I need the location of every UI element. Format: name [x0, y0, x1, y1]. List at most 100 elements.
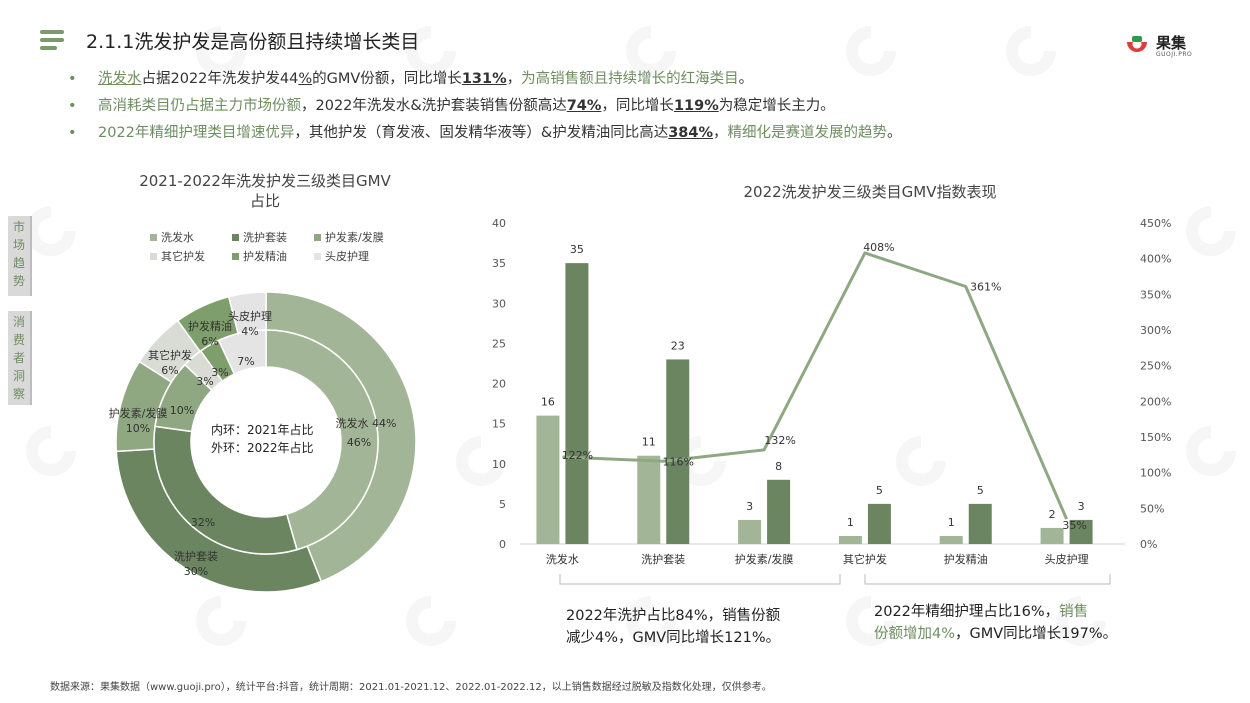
legend-swatch	[232, 234, 239, 241]
callout-left: 2022年洗护占比84%，销售份额 减少4%，GMV同比增长121%。	[566, 605, 780, 649]
legend-item: 其它护发	[150, 248, 205, 264]
bar-series-2	[867, 503, 891, 544]
inner-ring-label: 32%	[191, 516, 215, 529]
bar-data-label: 3	[746, 500, 753, 513]
inner-ring-label: 46%	[347, 436, 371, 449]
line-data-label: 122%	[562, 449, 593, 462]
bar-data-label: 1	[847, 516, 854, 529]
outer-ring-label: 10%	[126, 422, 150, 435]
bullet-dot: •	[68, 125, 77, 141]
bullet-item: • 洗发水占据2022年洗发护发44%的GMV份额，同比增长131%，为高销售额…	[68, 66, 902, 93]
watermark-logo-icon	[890, 430, 952, 492]
watermark-logo-icon	[840, 20, 902, 82]
bullet-text: 的GMV份额，同比增长	[312, 71, 462, 87]
watermark-logo-icon	[1000, 20, 1062, 82]
donut-center-text: 外环：2022年占比	[211, 440, 314, 455]
side-tab-label: 市场趋势	[12, 220, 25, 288]
bullet-item: • 高消耗类目仍占据主力市场份额，2022年洗发水&洗护套装销售份额高达74%，…	[68, 93, 902, 120]
bullet-text: 为稳定增长主力。	[718, 98, 835, 114]
donut-title-line: 占比	[249, 192, 280, 210]
outer-ring-label: 护发素/发膜	[109, 406, 168, 420]
inner-ring-label: 3%	[196, 375, 213, 388]
donut-center-text: 内环：2021年占比	[211, 422, 314, 437]
y2-axis-tick-label: 350%	[1140, 288, 1171, 301]
callout-text: ，GMV同比增长197%。	[955, 626, 1118, 642]
watermark-logo-icon	[1180, 200, 1242, 262]
line-data-label: 361%	[970, 280, 1001, 293]
bullet-list: • 洗发水占据2022年洗发护发44%的GMV份额，同比增长131%，为高销售额…	[68, 66, 902, 147]
callout-right: 2022年精细护理占比16%，销售 份额增加4%，GMV同比增长197%。	[874, 601, 1164, 645]
watermark-logo-icon	[20, 200, 82, 262]
legend-swatch	[150, 234, 157, 241]
bullet-item: • 2022年精细护理类目增速优异，其他护发（育发液、固发精华液等）&护发精油同…	[68, 120, 902, 147]
legend-swatch	[232, 253, 239, 260]
bar-data-label: 1	[948, 516, 955, 529]
bullet-text: 。	[887, 125, 902, 141]
y2-axis-tick-label: 200%	[1140, 395, 1171, 408]
legend-item: 护发精油	[232, 248, 287, 264]
inner-ring-label: 7%	[237, 355, 254, 368]
y-axis-tick-label: 0	[499, 538, 506, 551]
side-tab-market-trend[interactable]: 市场趋势	[8, 216, 32, 296]
y-axis-tick-label: 20	[492, 378, 506, 391]
bullet-text: 占据2022年洗发护发44	[141, 71, 299, 87]
bar-series-1	[738, 519, 762, 544]
page-title: 2.1.1洗发护发是高份额且持续增长类目	[86, 31, 420, 53]
watermark-logo-icon	[20, 420, 82, 482]
legend-label: 护发精油	[243, 250, 287, 263]
outer-ring-label: 6%	[201, 335, 218, 348]
watermark-logo-icon	[620, 590, 682, 652]
bar-data-label: 8	[775, 460, 782, 473]
menu-icon	[40, 30, 64, 50]
bullet-highlight: 高消耗类目仍占据主力市场份额	[98, 98, 301, 114]
bullet-text: ，同比增长	[601, 98, 674, 114]
outer-ring-label: 洗护套装	[174, 549, 218, 563]
watermark-logo-icon	[450, 430, 512, 492]
bar-series-2	[565, 263, 589, 544]
legend-swatch	[150, 253, 157, 260]
legend-item: 洗发水	[150, 229, 194, 245]
bar-data-label: 5	[977, 484, 984, 497]
outer-ring-label: 洗发水 44%	[336, 416, 397, 430]
bar-data-label: 23	[671, 339, 685, 352]
bar-data-label: 5	[876, 484, 883, 497]
bar-data-label: 11	[642, 436, 656, 449]
line-data-label: 132%	[764, 434, 795, 447]
side-tab-label: 消费者洞察	[12, 315, 25, 401]
donut-title-line: 2021-2022年洗发护发三级类目GMV	[139, 172, 391, 190]
legend-label: 其它护发	[161, 250, 205, 263]
bullet-highlight: 精细化是赛道发展的趋势	[727, 125, 888, 141]
x-axis-category-label: 其它护发	[843, 552, 887, 566]
x-axis-category-label: 护发精油	[944, 552, 988, 566]
y-axis-tick-label: 35	[492, 257, 506, 270]
legend-label: 洗护套装	[243, 231, 287, 244]
bar-data-label: 16	[541, 396, 555, 409]
bar-series-2	[968, 503, 992, 544]
donut-chart-title: 2021-2022年洗发护发三级类目GMV 占比	[100, 171, 430, 211]
watermark-logo-icon	[1050, 590, 1112, 652]
y2-axis-tick-label: 50%	[1140, 502, 1164, 515]
y2-axis-tick-label: 250%	[1140, 360, 1171, 373]
watermark-logo-icon	[190, 590, 252, 652]
side-tab-consumer-insight[interactable]: 消费者洞察	[8, 311, 32, 405]
bullet-text: %	[298, 71, 313, 87]
y2-axis-tick-label: 300%	[1140, 324, 1171, 337]
logo-text: 果集	[1156, 34, 1187, 52]
bullet-dot: •	[68, 98, 77, 114]
bullet-value: 131%	[461, 71, 507, 87]
y-axis-tick-label: 30	[492, 297, 506, 310]
line-data-label: 35%	[1062, 519, 1086, 532]
legend-swatch	[314, 234, 321, 241]
y-axis-tick-label: 10	[492, 458, 506, 471]
bar-line-chart: 05101520253035400%50%100%150%200%250%300…	[492, 217, 1171, 585]
x-axis-category-label: 洗护套装	[641, 552, 685, 566]
logo-icon	[1127, 36, 1147, 52]
callout-text: 2022年精细护理占比16%，	[874, 604, 1060, 620]
y2-axis-tick-label: 150%	[1140, 431, 1171, 444]
bar-series-2	[1069, 519, 1093, 544]
inner-ring-label: 10%	[170, 404, 194, 417]
bullet-dot: •	[68, 71, 77, 87]
bullet-text: ，其他护发（育发液、固发精华液等）&护发精油同比高达	[294, 125, 669, 141]
bar-series-2	[666, 359, 690, 544]
bullet-value: 74%	[566, 98, 602, 114]
